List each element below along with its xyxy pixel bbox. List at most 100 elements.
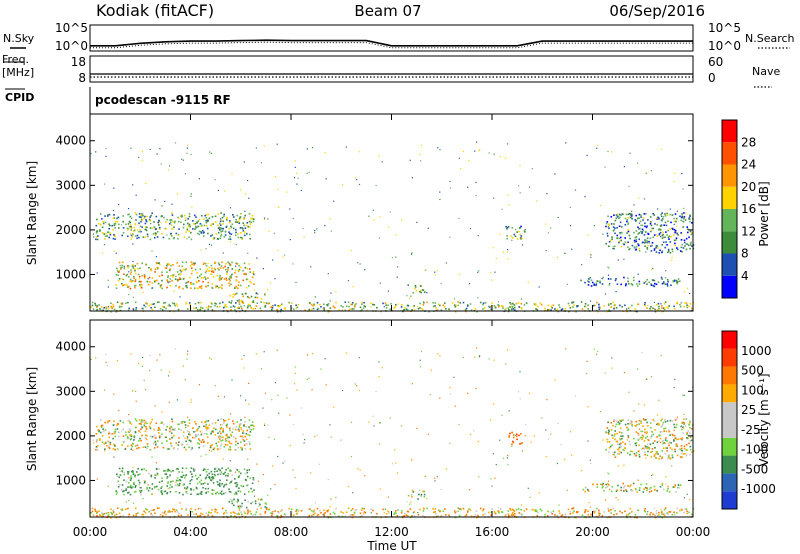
echo-cell [673, 511, 675, 514]
echo-cell [638, 454, 640, 456]
echo-cell [683, 427, 685, 429]
echo-cell [357, 468, 359, 470]
echo-cell [250, 513, 252, 515]
echo-cell [603, 305, 605, 307]
echo-cell [206, 220, 209, 223]
echo-cell [661, 513, 663, 515]
echo-cell [673, 280, 676, 282]
echo-cell [626, 220, 628, 223]
echo-cell [188, 225, 190, 227]
echo-cell [95, 224, 98, 227]
echo-cell [138, 430, 140, 432]
echo-cell [178, 428, 180, 430]
echo-cell [237, 505, 240, 508]
echo-cell [667, 251, 669, 254]
echo-cell [195, 434, 198, 437]
echo-cell [566, 489, 568, 491]
echo-cell [216, 275, 219, 277]
echo-cell [600, 483, 602, 486]
echo-cell [246, 233, 248, 235]
echo-cell [185, 509, 187, 511]
echo-cell [222, 429, 224, 432]
echo-cell [292, 469, 294, 471]
echo-cell [255, 353, 257, 355]
echo-cell [673, 180, 675, 183]
echo-cell [633, 239, 636, 242]
echo-cell [114, 227, 116, 229]
echo-cell [225, 303, 227, 306]
echo-cell [127, 420, 129, 422]
echo-cell [240, 189, 242, 191]
echo-cell [629, 485, 631, 488]
echo-cell [235, 481, 238, 484]
echo-cell [229, 469, 231, 472]
echo-cell [350, 303, 353, 306]
echo-cell [172, 276, 174, 278]
echo-cell [289, 208, 291, 210]
echo-cell [97, 235, 99, 237]
echo-cell [467, 510, 469, 512]
echo-cell [536, 200, 538, 202]
echo-cell [659, 437, 662, 440]
echo-cell [411, 515, 413, 517]
echo-cell [677, 486, 679, 489]
echo-cell [127, 437, 129, 440]
echo-cell [493, 511, 496, 513]
echo-cell [210, 235, 212, 237]
echo-cell [128, 213, 130, 216]
echo-cell [244, 227, 247, 229]
echo-cell [221, 301, 224, 304]
echo-cell [247, 252, 249, 254]
echo-cell [519, 233, 521, 236]
echo-cell [191, 475, 194, 478]
echo-cell [440, 282, 442, 285]
echo-cell [650, 284, 653, 286]
echo-cell [603, 511, 605, 513]
echo-cell [223, 484, 226, 486]
echo-cell [167, 481, 169, 483]
echo-cell [98, 223, 100, 225]
echo-cell [462, 301, 465, 304]
echo-cell [91, 507, 94, 510]
echo-cell [638, 228, 640, 230]
echo-cell [513, 306, 516, 309]
echo-cell [125, 489, 127, 492]
echo-cell [197, 434, 200, 436]
echo-cell [669, 228, 671, 230]
echo-cell [208, 449, 211, 451]
echo-cell [99, 514, 102, 517]
echo-cell [214, 422, 217, 424]
echo-cell [647, 446, 649, 449]
echo-cell [423, 490, 425, 493]
echo-cell [454, 516, 457, 519]
echo-cell [132, 267, 135, 270]
echo-cell [130, 444, 133, 446]
echo-cell [167, 275, 169, 277]
echo-cell [95, 151, 97, 153]
echo-cell [493, 197, 495, 199]
echo-cell [271, 514, 273, 517]
echo-cell [535, 308, 537, 310]
echo-cell [674, 213, 677, 215]
echo-cell [419, 153, 421, 155]
echo-cell [435, 513, 437, 515]
echo-cell [357, 262, 359, 264]
power-panel-frame [89, 113, 694, 312]
echo-cell [230, 276, 232, 278]
echo-cell [245, 399, 247, 401]
echo-cell [145, 421, 147, 423]
echo-cell [129, 287, 132, 290]
echo-cell [620, 445, 622, 448]
echo-cell [253, 495, 256, 497]
echo-cell [648, 242, 651, 244]
echo-cell [150, 303, 153, 306]
echo-cell [658, 511, 660, 514]
echo-cell [581, 514, 584, 516]
echo-cell [153, 226, 156, 229]
echo-cell [671, 465, 673, 467]
echo-cell [641, 224, 644, 227]
echo-cell [655, 450, 658, 453]
echo-cell [222, 220, 224, 223]
echo-cell [166, 426, 168, 428]
echo-cell [224, 440, 227, 442]
